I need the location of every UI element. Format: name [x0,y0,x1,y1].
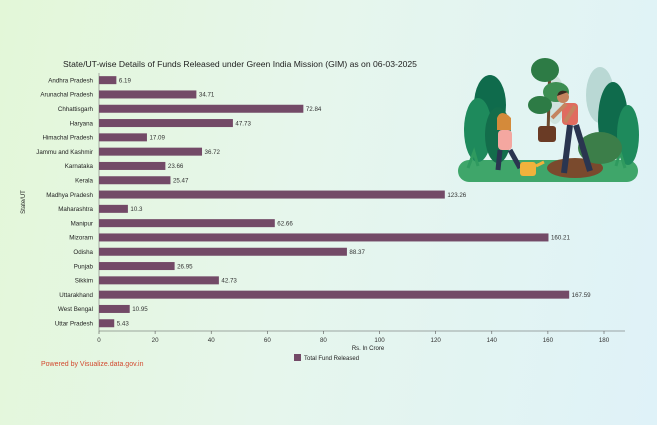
bar[interactable] [99,104,304,113]
x-tick-label: 0 [97,337,101,344]
x-tick-label: 100 [374,337,385,344]
value-labels: 6.19 34.71 72.84 47.73 17.09 36.72 23.66 25.47 1… [117,77,591,327]
category-label: Karnataka [65,163,94,170]
value-label: 17.09 [149,135,165,142]
tree-planting-illustration [458,58,639,182]
bar[interactable] [99,276,219,285]
value-label: 26.95 [177,263,193,270]
value-label: 10.95 [132,306,148,313]
value-label: 160.21 [551,235,570,242]
category-label: Kerala [75,177,93,184]
value-label: 25.47 [173,177,189,184]
bar[interactable] [99,190,445,199]
bar[interactable] [99,161,166,170]
category-labels: Andhra Pradesh Arunachal Pradesh Chhattisg… [36,77,93,327]
value-label: 47.73 [235,120,251,127]
category-label: Chhattisgarh [58,106,94,113]
bars [99,76,570,328]
category-label: Uttarakhand [59,292,93,299]
category-label: Jammu and Kashmir [36,149,93,156]
legend: Total Fund Released [294,354,359,362]
category-label: Haryana [70,120,94,127]
bar[interactable] [99,233,549,242]
value-label: 62.66 [277,220,293,227]
y-axis-label: State/UT [21,190,27,214]
value-label: 42.73 [221,278,237,285]
value-label: 36.72 [205,149,221,156]
bar[interactable] [99,219,275,228]
x-ticks: 0 20 40 60 80 100 120 140 160 180 [97,331,610,344]
category-label: Punjab [74,263,94,270]
bar[interactable] [99,319,115,328]
value-label: 167.59 [572,292,591,299]
value-label: 72.84 [306,106,322,113]
chart-title: State/UT-wise Details of Funds Released … [63,59,417,69]
legend-label: Total Fund Released [304,356,359,362]
bar[interactable] [99,90,197,99]
value-label: 23.66 [168,163,184,170]
x-tick-label: 20 [152,337,159,344]
value-label: 10.3 [130,206,143,213]
value-label: 6.19 [119,77,132,84]
category-label: Madhya Pradesh [46,192,93,199]
category-label: Uttar Pradesh [55,320,94,327]
x-tick-label: 40 [208,337,215,344]
bar[interactable] [99,304,130,313]
category-label: West Bengal [58,306,93,313]
bar[interactable] [99,176,171,185]
value-label: 88.37 [349,249,365,256]
x-axis-label: Rs. In Crore [352,346,385,352]
legend-swatch [294,354,301,361]
bar[interactable] [99,204,128,213]
category-label: Andhra Pradesh [48,77,93,84]
category-label: Maharashtra [58,206,93,213]
bar[interactable] [99,147,203,156]
category-label: Sikkim [75,278,93,285]
x-tick-label: 140 [487,337,498,344]
bar[interactable] [99,290,570,299]
category-label: Odisha [73,249,93,256]
bar[interactable] [99,133,147,142]
category-label: Manipur [71,220,93,227]
x-tick-label: 80 [320,337,327,344]
value-label: 34.71 [199,92,215,99]
bar[interactable] [99,119,233,128]
category-label: Arunachal Pradesh [40,92,93,99]
bar[interactable] [99,262,175,271]
powered-by-credit[interactable]: Powered by Visualize.data.gov.in [41,361,144,368]
bar[interactable] [99,76,117,85]
value-label: 5.43 [117,320,130,327]
category-label: Himachal Pradesh [42,135,93,142]
value-label: 123.26 [447,192,466,199]
x-tick-label: 160 [543,337,554,344]
x-tick-label: 60 [264,337,271,344]
category-label: Mizoram [69,235,93,242]
x-tick-label: 180 [599,337,610,344]
bar[interactable] [99,247,347,256]
x-tick-label: 120 [431,337,442,344]
